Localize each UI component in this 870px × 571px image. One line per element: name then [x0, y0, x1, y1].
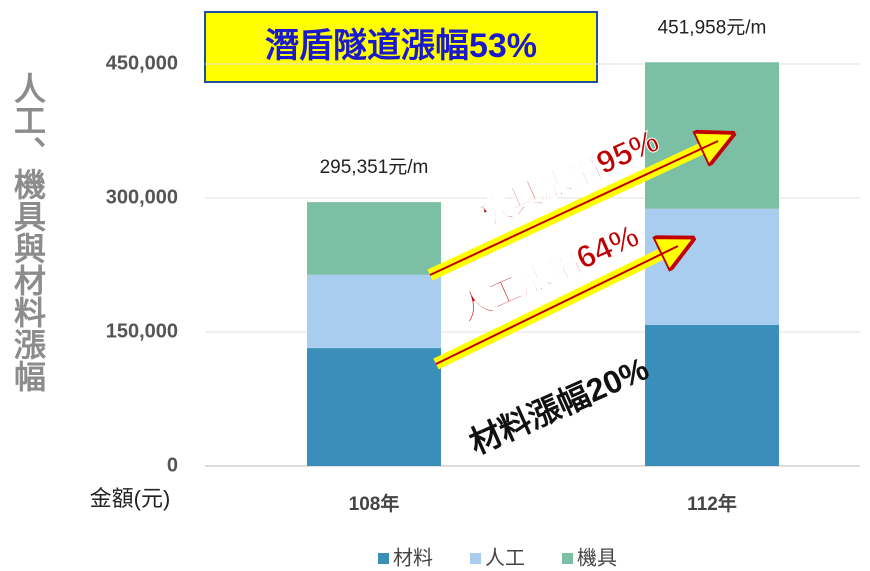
- chart-title: 潛盾隧道漲幅53%: [265, 27, 537, 65]
- x-tick-label: 112年: [687, 492, 737, 515]
- bar-segment: [307, 348, 441, 466]
- x-tick-label: 108年: [349, 492, 400, 515]
- y-axis-label: 人工、機具與材料漲幅: [10, 72, 46, 392]
- bar-segment: [645, 62, 779, 209]
- annotation: 材料漲幅20%: [464, 350, 654, 461]
- bar-segment: [645, 208, 779, 325]
- legend-label: 機具: [577, 546, 617, 569]
- unit-label: 金額(元): [90, 486, 171, 511]
- legend-swatch: [470, 553, 481, 564]
- bar-segment: [307, 274, 441, 349]
- arrow-core: [429, 140, 719, 276]
- arrow-core: [435, 245, 679, 365]
- y-tick-label: 150,000: [106, 320, 178, 342]
- bar-segment: [645, 324, 779, 466]
- title-box: [204, 11, 598, 83]
- y-tick-label: 300,000: [106, 186, 178, 208]
- y-tick-label: 0: [167, 454, 178, 476]
- bar-segment: [307, 202, 441, 275]
- total-label: 451,958元/m: [658, 17, 767, 38]
- legend-label: 人工: [485, 546, 525, 569]
- legend-swatch: [378, 553, 389, 564]
- legend-label: 材料: [393, 546, 433, 569]
- y-tick-label: 450,000: [106, 52, 178, 74]
- legend-swatch: [562, 553, 573, 564]
- total-label: 295,351元/m: [320, 157, 429, 178]
